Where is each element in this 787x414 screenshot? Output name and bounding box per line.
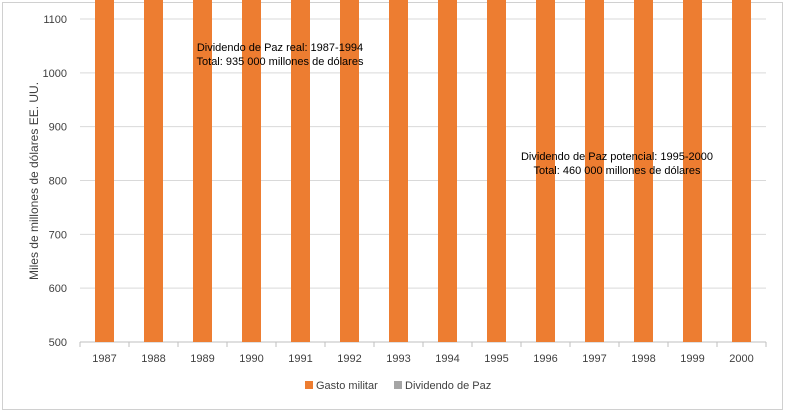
annotation-real: Dividendo de Paz real: 1987-1994 Total: … bbox=[197, 42, 364, 68]
annotation-potential-line2: Total: 460 000 millones de dólares bbox=[534, 165, 701, 177]
bar-gasto-militar-1988 bbox=[144, 0, 163, 343]
x-tick-label-1990: 1990 bbox=[239, 353, 263, 365]
y-tick-label-1000: 1000 bbox=[43, 68, 67, 80]
y-tick-label-900: 900 bbox=[49, 122, 67, 134]
legend-label-gasto-militar: Gasto militar bbox=[316, 380, 378, 392]
x-tick-label-1991: 1991 bbox=[288, 353, 312, 365]
annotation-potential-line1: Dividendo de Paz potencial: 1995-2000 bbox=[521, 151, 713, 163]
x-tick-label-1996: 1996 bbox=[533, 353, 557, 365]
x-tick-label-1988: 1988 bbox=[141, 353, 165, 365]
legend: Gasto militar Dividendo de Paz bbox=[305, 380, 491, 392]
x-tick-label-1995: 1995 bbox=[484, 353, 508, 365]
bar-gasto-militar-1987 bbox=[95, 0, 114, 342]
annotation-potential: Dividendo de Paz potencial: 1995-2000 To… bbox=[521, 151, 713, 177]
x-tick-label-1994: 1994 bbox=[435, 353, 459, 365]
x-tick-label-1997: 1997 bbox=[582, 353, 606, 365]
y-tick-label-1100: 1100 bbox=[43, 14, 67, 26]
gridlines bbox=[80, 18, 766, 343]
x-tick-label-1993: 1993 bbox=[386, 353, 410, 365]
annotation-real-line1: Dividendo de Paz real: 1987-1994 bbox=[197, 42, 363, 54]
x-tick-label-1987: 1987 bbox=[92, 353, 116, 365]
legend-swatch-gasto-militar bbox=[305, 381, 313, 389]
y-axis-ticks: 500 600 700 800 900 1000 1100 bbox=[43, 14, 67, 349]
y-tick-label-500: 500 bbox=[49, 337, 67, 349]
x-tick-label-1999: 1999 bbox=[680, 353, 704, 365]
bar-gasto-militar-1991 bbox=[291, 0, 310, 342]
bar-gasto-militar-1997 bbox=[585, 0, 604, 343]
legend-label-dividendo-de-paz: Dividendo de Paz bbox=[405, 380, 491, 392]
y-tick-label-600: 600 bbox=[49, 283, 67, 295]
bar-gasto-militar-1996 bbox=[536, 0, 555, 342]
bar-gasto-militar-1993 bbox=[389, 0, 408, 342]
x-tick-label-1992: 1992 bbox=[337, 353, 361, 365]
y-axis-label: Miles de millones de dólares EE. UU. bbox=[27, 82, 41, 280]
bar-gasto-militar-2000 bbox=[732, 0, 751, 342]
bar-gasto-militar-1992 bbox=[340, 0, 359, 342]
x-tick-label-2000: 2000 bbox=[729, 353, 753, 365]
x-tick-label-1989: 1989 bbox=[190, 353, 214, 365]
bar-gasto-militar-1998 bbox=[634, 0, 653, 342]
bar-gasto-militar-1989 bbox=[193, 0, 212, 342]
bar-gasto-militar-1994 bbox=[438, 0, 457, 342]
bar-gasto-militar-1995 bbox=[487, 0, 506, 342]
bar-gasto-militar-1990 bbox=[242, 0, 261, 342]
bar-gasto-militar-1999 bbox=[683, 0, 702, 342]
legend-swatch-dividendo-de-paz bbox=[394, 381, 402, 389]
y-tick-label-700: 700 bbox=[49, 229, 67, 241]
x-tick-label-1998: 1998 bbox=[631, 353, 655, 365]
annotation-real-line2: Total: 935 000 millones de dólares bbox=[197, 56, 364, 68]
y-tick-label-800: 800 bbox=[49, 176, 67, 188]
x-axis-ticks: 1987 1988 1989 1990 1991 1992 1993 1994 1995 1996… bbox=[79, 342, 767, 365]
bars bbox=[95, 0, 751, 343]
